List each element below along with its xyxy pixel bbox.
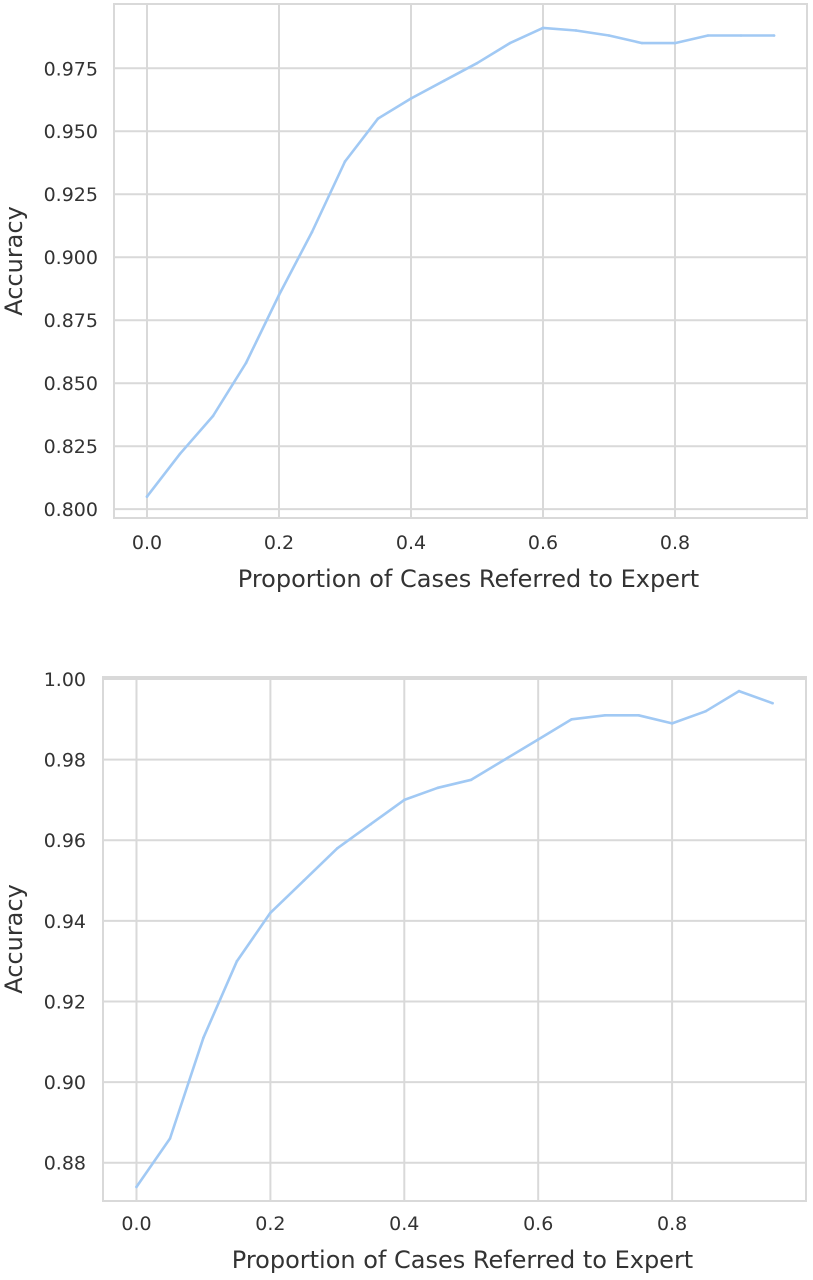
data-point — [135, 1185, 138, 1189]
data-point — [336, 847, 339, 850]
data-point — [704, 709, 707, 713]
data-point — [436, 786, 440, 790]
y-tick-label: 0.88 — [44, 1153, 86, 1175]
data-point — [739, 34, 743, 37]
y-axis-label: Accuracy — [0, 206, 28, 316]
data-point — [409, 97, 413, 100]
y-tick-label: 0.850 — [44, 373, 98, 395]
data-point — [202, 1036, 205, 1040]
data-point — [673, 41, 677, 45]
y-tick-label: 0.950 — [44, 121, 98, 143]
data-point — [178, 452, 182, 456]
x-tick-label: 0.6 — [523, 1213, 553, 1235]
y-tick-label: 0.800 — [44, 499, 98, 521]
data-point — [541, 26, 545, 30]
y-axis-label: Accuracy — [0, 884, 28, 994]
x-tick-label: 0.6 — [528, 532, 558, 554]
y-tick-label: 0.975 — [44, 58, 98, 80]
data-point — [376, 117, 380, 120]
series-line — [145, 26, 776, 498]
y-tick-label: 1.00 — [44, 669, 86, 691]
data-point — [772, 34, 776, 37]
data-point — [244, 361, 248, 365]
x-tick-label: 0.4 — [389, 1213, 419, 1235]
chart-1: 0.0 0.2 0.4 0.6 0.8 0.800 0.825 0.850 0.875 0.900… — [0, 3, 808, 593]
y-tick-label: 0.900 — [44, 247, 98, 269]
series-line — [135, 689, 774, 1189]
data-point — [570, 718, 573, 721]
data-point — [640, 41, 644, 45]
x-axis-label: Proportion of Cases Referred to Expert — [232, 1246, 693, 1274]
x-tick-label: 0.8 — [657, 1213, 687, 1235]
data-point — [269, 911, 272, 915]
data-point — [603, 713, 607, 717]
data-point — [310, 230, 314, 234]
data-point — [475, 61, 479, 65]
data-point — [235, 959, 239, 963]
data-point — [574, 29, 578, 32]
x-tick-label: 0.8 — [660, 532, 690, 554]
y-tick-label: 0.96 — [44, 830, 86, 852]
data-point — [607, 34, 611, 37]
data-point — [637, 713, 640, 717]
data-point — [670, 722, 674, 725]
x-axis-label: Proportion of Cases Referred to Expert — [238, 565, 699, 593]
y-tick-label: 0.90 — [44, 1072, 86, 1094]
data-point — [508, 41, 512, 45]
data-point — [211, 414, 215, 418]
data-point — [168, 1137, 172, 1140]
plot-frame — [113, 3, 808, 519]
data-point — [277, 293, 281, 297]
data-point — [302, 879, 306, 882]
data-point — [343, 160, 347, 163]
x-tick-label: 0.0 — [132, 532, 162, 554]
y-tick-label: 0.92 — [44, 991, 86, 1013]
y-tick-label: 0.875 — [44, 310, 98, 332]
data-point — [737, 689, 741, 693]
data-point — [369, 822, 373, 826]
data-point — [706, 34, 710, 37]
data-point — [145, 495, 149, 498]
data-point — [442, 79, 446, 83]
x-tick-label: 0.0 — [121, 1213, 151, 1235]
y-tick-label: 0.925 — [44, 184, 98, 206]
plot-frame — [102, 676, 807, 1202]
x-tick-label: 0.2 — [264, 532, 294, 554]
chart-2: 0.0 0.2 0.4 0.6 0.8 0.88 0.90 0.92 0.94 0.96 0.98 1… — [0, 669, 807, 1274]
data-point — [402, 798, 406, 802]
y-tick-label: 0.825 — [44, 436, 98, 458]
y-tick-label: 0.94 — [44, 911, 86, 933]
data-point — [771, 701, 774, 705]
data-point — [536, 738, 540, 741]
y-tick-label: 0.98 — [44, 750, 86, 772]
data-point — [503, 758, 507, 761]
x-tick-label: 0.2 — [255, 1213, 285, 1235]
data-point — [469, 778, 473, 782]
x-tick-label: 0.4 — [396, 532, 426, 554]
